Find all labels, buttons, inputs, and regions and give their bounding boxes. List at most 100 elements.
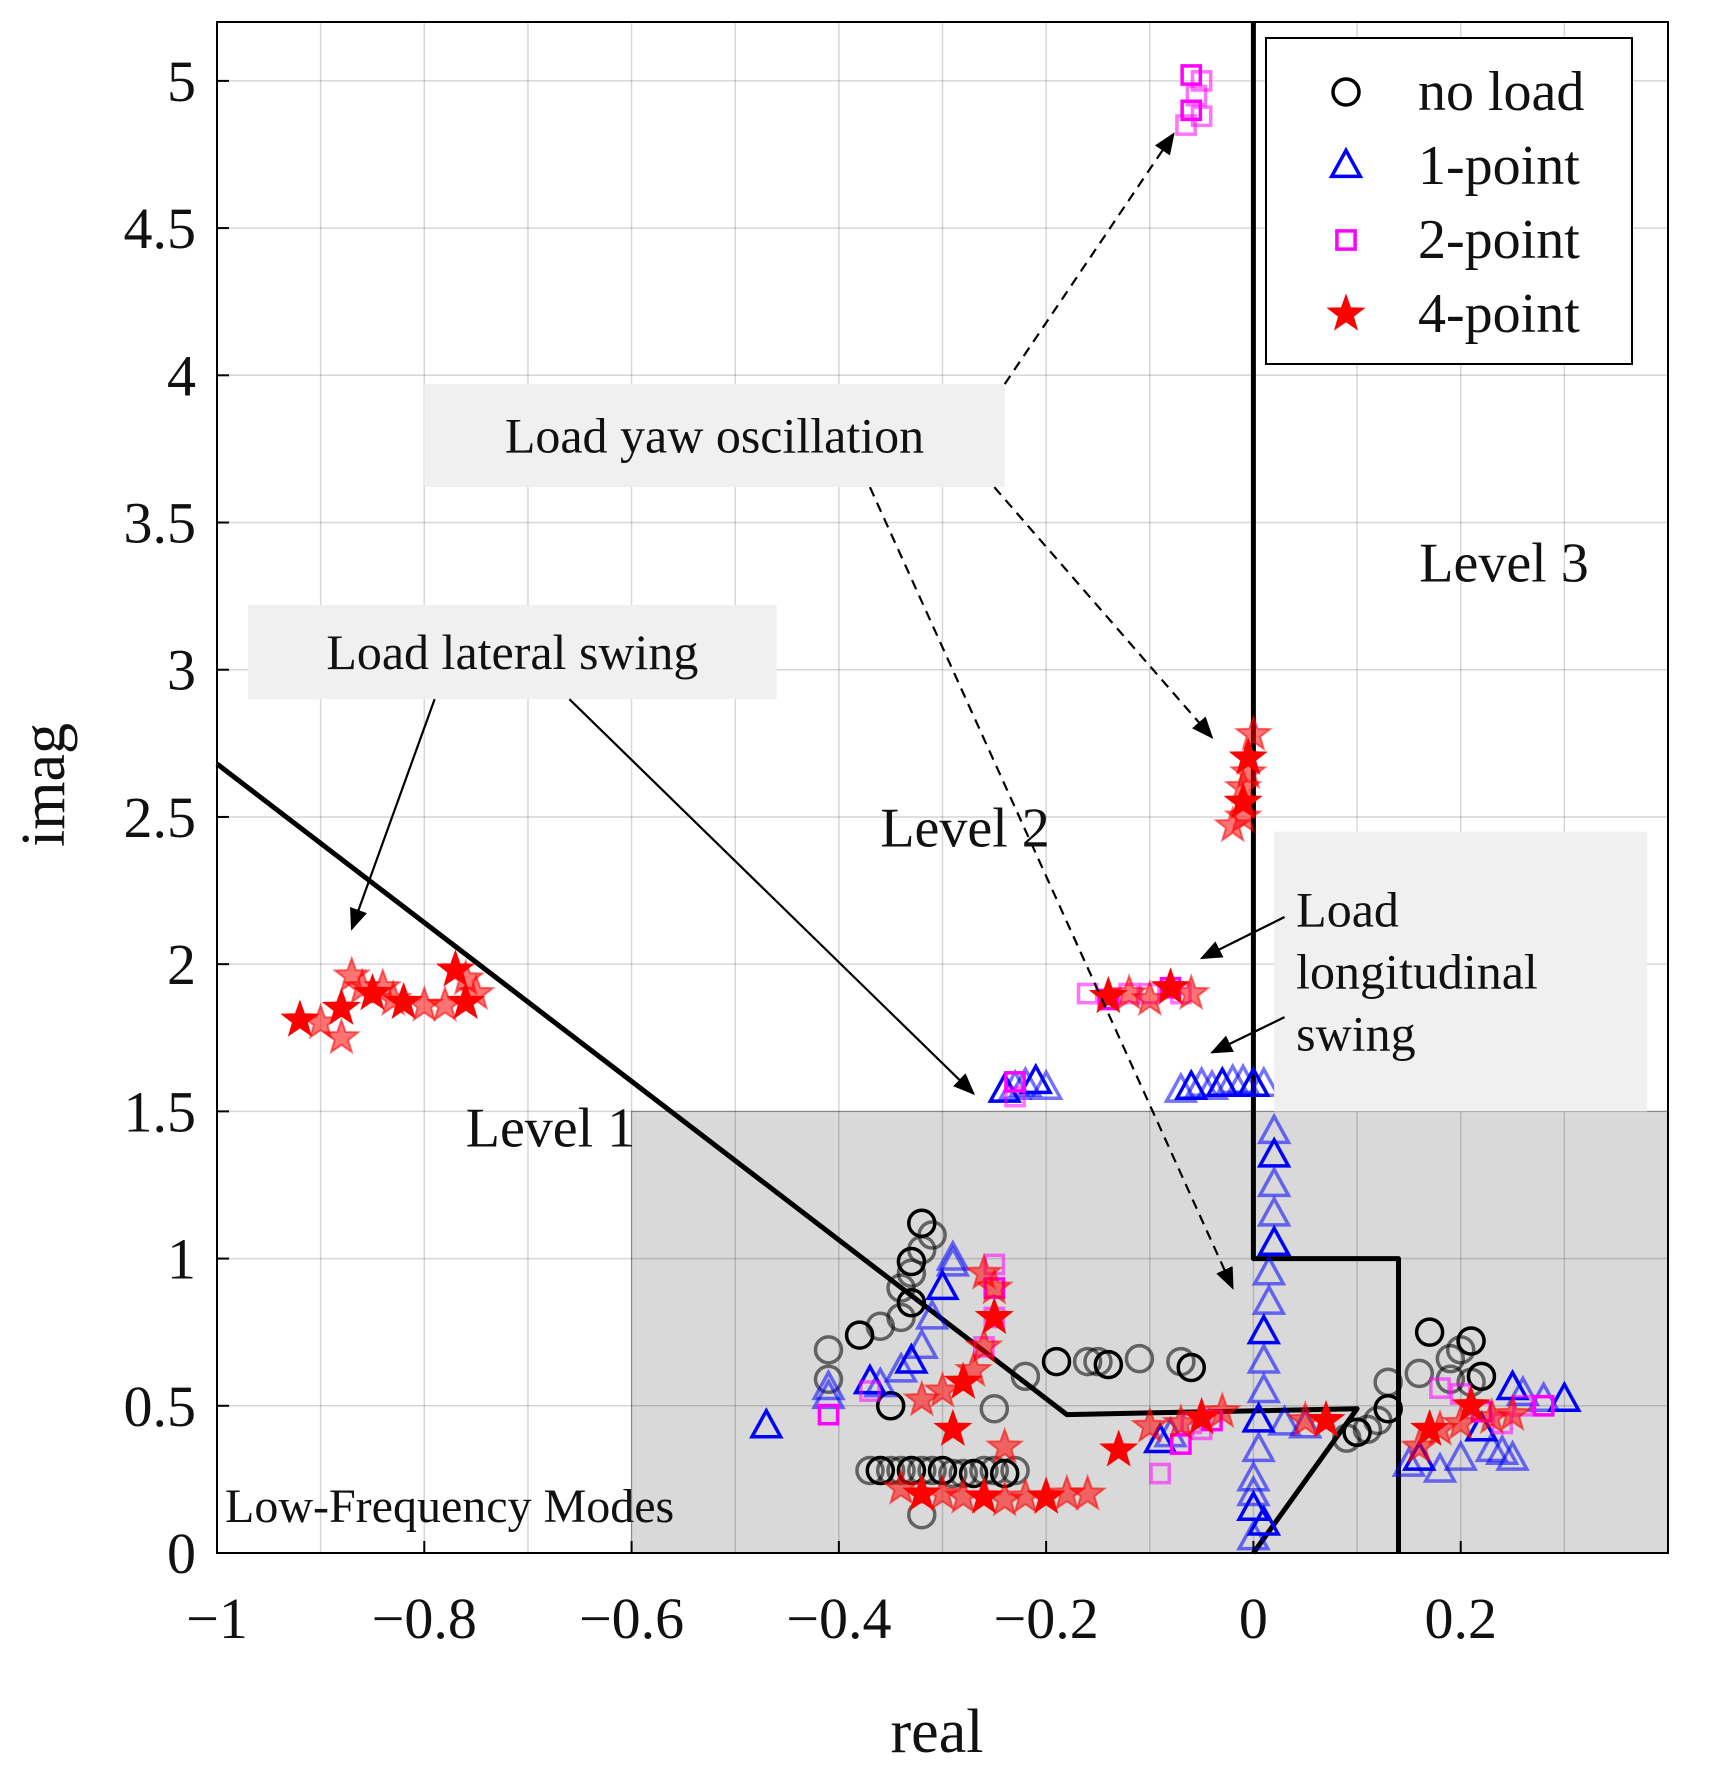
annotation-arrow	[568, 698, 976, 1096]
data-point	[1175, 114, 1197, 136]
data-point	[896, 1258, 927, 1289]
y-tick-label: 2	[167, 932, 196, 997]
data-point	[749, 1407, 784, 1439]
annotation-lateral-swing: Load lateral swing	[248, 604, 976, 1096]
data-point	[964, 1326, 1004, 1364]
data-point	[979, 1393, 1010, 1424]
data-point	[1184, 1065, 1219, 1098]
data-point	[1267, 1404, 1302, 1436]
legend-marker	[1331, 77, 1361, 107]
data-point	[1190, 70, 1213, 92]
data-point	[1228, 737, 1268, 775]
legend-marker	[1335, 229, 1357, 251]
x-tick-label: −0.8	[372, 1586, 477, 1651]
data-point	[280, 999, 320, 1037]
x-tick-label: −0.6	[579, 1586, 684, 1651]
data-point	[817, 1403, 840, 1426]
data-point	[1241, 1401, 1276, 1433]
data-point	[1142, 1421, 1178, 1454]
data-point	[1404, 1358, 1435, 1389]
data-point	[852, 1363, 888, 1395]
data-point	[1124, 1343, 1155, 1374]
data-point	[1041, 1346, 1072, 1377]
data-point	[844, 1320, 875, 1350]
data-point	[938, 1458, 968, 1489]
legend-entry: no load	[1418, 61, 1584, 123]
data-point	[811, 1377, 846, 1410]
data-point	[1505, 1374, 1541, 1407]
legend-marker	[1328, 146, 1364, 179]
data-point	[896, 1287, 927, 1318]
data-point	[1099, 1429, 1139, 1467]
data-point	[1194, 1068, 1230, 1100]
legend-box	[1265, 37, 1633, 365]
data-point	[321, 987, 361, 1025]
data-point	[1410, 1408, 1450, 1446]
data-point	[1170, 1433, 1192, 1455]
annotation-text: Load yaw oscillation	[505, 408, 924, 464]
data-point	[1241, 1430, 1276, 1463]
data-point	[1173, 1068, 1209, 1100]
data-point	[917, 1455, 947, 1486]
data-point	[935, 1239, 971, 1271]
data-point	[1256, 1136, 1292, 1168]
annotation-yaw-oscillation: Load yaw oscillation	[424, 132, 1234, 1290]
data-point	[1185, 84, 1208, 107]
data-point	[1150, 967, 1191, 1005]
data-point	[875, 1391, 906, 1421]
data-point	[1306, 1400, 1346, 1438]
data-point	[1456, 1326, 1486, 1356]
data-point	[1399, 1426, 1439, 1464]
data-point	[1251, 1283, 1287, 1315]
data-point	[1205, 1065, 1240, 1098]
data-point	[1474, 1430, 1510, 1463]
annotation-text: Load lateral swing	[326, 624, 698, 680]
legend: no load 1-point 2-point 4-point	[1265, 37, 1633, 365]
y-tick-label: 2.5	[124, 785, 197, 850]
x-tick-label: 0.2	[1424, 1586, 1497, 1651]
data-point	[435, 949, 475, 987]
data-point	[922, 1370, 963, 1408]
data-point	[1223, 781, 1263, 819]
data-point	[1010, 1361, 1041, 1392]
data-point	[1441, 1402, 1481, 1441]
x-tick-label: −1	[186, 1586, 248, 1651]
y-tick-label: 1	[167, 1227, 196, 1292]
data-point	[1256, 1224, 1292, 1257]
data-point	[1246, 1312, 1282, 1345]
y-tick-label: 1.5	[124, 1079, 197, 1144]
data-point	[859, 1380, 881, 1402]
data-point	[1451, 1385, 1491, 1423]
data-point	[1391, 1445, 1427, 1477]
data-point	[855, 1455, 885, 1486]
data-point	[1093, 1349, 1124, 1380]
data-point	[384, 981, 424, 1019]
data-point	[917, 1220, 947, 1250]
data-point	[933, 1408, 973, 1446]
data-point	[997, 1068, 1033, 1100]
annotation-box	[424, 384, 1005, 488]
level-label: Level 2	[880, 797, 1049, 859]
legend-entry: 2-point	[1418, 209, 1580, 271]
data-point	[811, 1368, 846, 1401]
data-point	[954, 1349, 994, 1388]
data-point	[1109, 973, 1149, 1011]
data-point	[1373, 1367, 1403, 1397]
data-point	[964, 1252, 1004, 1290]
data-point	[813, 1364, 844, 1395]
data-point	[1225, 1062, 1261, 1095]
data-point	[1176, 1352, 1206, 1383]
data-point	[1236, 1474, 1271, 1507]
y-axis-ticks: 0 0.5 1 1.5 2 2.5 3 3.5 4 4.5 5	[124, 49, 229, 1586]
data-point	[1435, 1343, 1466, 1374]
annotation-arrow	[1210, 1016, 1286, 1054]
data-point	[1163, 1071, 1199, 1103]
data-point	[886, 1273, 916, 1303]
annotation-longitudinal-swing: Load longitudinal swing	[1199, 831, 1648, 1112]
y-tick-label: 0.5	[124, 1374, 197, 1439]
y-tick-label: 0	[167, 1521, 196, 1586]
level-2-3-boundary	[1250, 22, 1401, 1553]
data-point	[1072, 1346, 1103, 1377]
data-point	[1547, 1380, 1582, 1413]
data-point	[1233, 714, 1273, 752]
